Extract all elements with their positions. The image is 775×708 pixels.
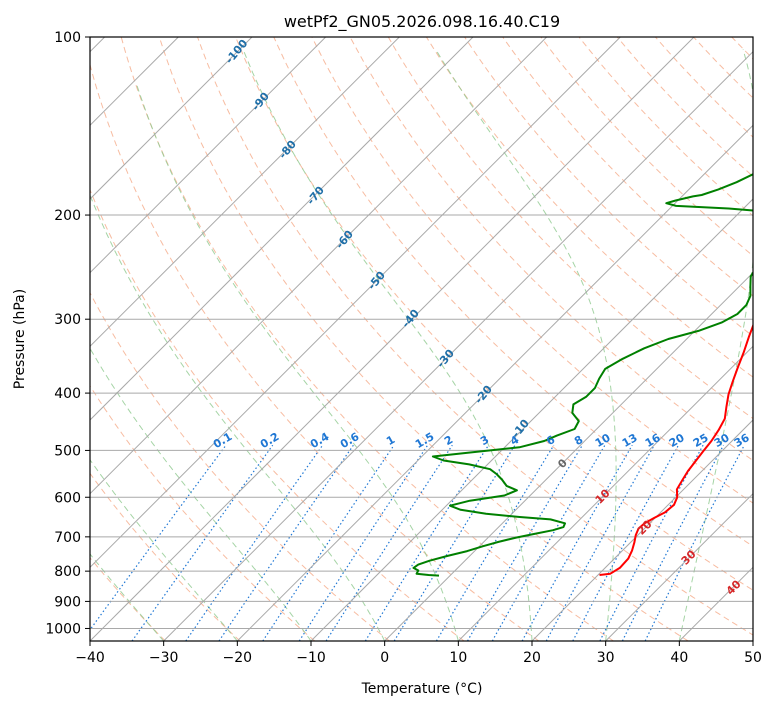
mixing-ratio-line xyxy=(325,444,453,641)
moist-adiabat-line xyxy=(135,83,459,641)
mixing-ratio-line xyxy=(218,444,354,641)
y-axis-label: Pressure (hPa) xyxy=(12,289,28,389)
mixing-ratio-line xyxy=(364,444,490,641)
dry-adiabat-line xyxy=(502,37,753,297)
x-tick-label: −30 xyxy=(149,650,179,666)
mixing-ratio-line xyxy=(262,444,395,641)
mixing-ratio-line xyxy=(545,444,655,641)
dewpoint-line xyxy=(412,173,753,577)
y-tick-label: 1000 xyxy=(45,621,81,637)
isotherm-line xyxy=(90,37,548,495)
dry-adiabat-line xyxy=(90,291,390,641)
y-tick-label: 400 xyxy=(54,386,81,402)
mixing-ratio-line xyxy=(185,444,324,641)
plot-frame xyxy=(89,36,754,642)
background-lines xyxy=(90,37,753,641)
mixing-ratio-line xyxy=(131,444,274,641)
isotherm-line xyxy=(457,345,753,641)
y-tick-label: 900 xyxy=(54,594,81,610)
x-tick-label: −20 xyxy=(223,650,253,666)
dry-adiabat-line xyxy=(90,472,241,641)
dry-adiabat-line xyxy=(387,37,753,420)
x-tick-label: 10 xyxy=(449,650,467,666)
dry-adiabat-line xyxy=(90,384,316,641)
moist-adiabat-line xyxy=(242,49,533,641)
chart-title: wetPf2_GN05.2026.098.16.40.C19 xyxy=(284,12,560,32)
dry-adiabat-line xyxy=(158,37,689,641)
isotherm-line xyxy=(90,37,695,641)
isotherm-line xyxy=(90,37,400,348)
isotherm-line xyxy=(163,50,753,641)
y-tick-label: 200 xyxy=(54,208,81,224)
y-tick-label: 700 xyxy=(54,530,81,546)
moist-adiabat-line xyxy=(435,49,617,641)
x-tick-label: −10 xyxy=(296,650,326,666)
dry-adiabat-line xyxy=(273,37,753,547)
mixing-ratio-line xyxy=(393,444,516,641)
profile-lines xyxy=(412,173,753,577)
y-tick-label: 600 xyxy=(54,490,81,506)
isotherm-line xyxy=(90,37,621,569)
dry-adiabat-line xyxy=(425,37,753,378)
x-tick-label: 0 xyxy=(380,650,389,666)
x-tick-label: 40 xyxy=(670,650,688,666)
mixing-ratio-line xyxy=(644,444,745,641)
isotherm-line xyxy=(236,124,753,641)
isotherm-line xyxy=(384,271,753,641)
y-axis-ticks: 100 200 300 400 500 600 700 800 900 1000 xyxy=(45,30,90,637)
isotherm-line xyxy=(605,492,753,641)
dry-adiabat-line xyxy=(349,37,753,462)
x-tick-label: −40 xyxy=(75,650,105,666)
dry-adiabat-line xyxy=(120,37,614,641)
isotherm-line xyxy=(90,37,474,421)
x-tick-label: 20 xyxy=(523,650,541,666)
isotherm-line xyxy=(531,419,753,641)
dry-adiabat-line xyxy=(90,188,465,641)
mixing-ratio-line xyxy=(521,444,633,641)
dry-adiabat-line xyxy=(235,37,753,591)
y-tick-label: 300 xyxy=(54,312,81,328)
temperature-line xyxy=(599,323,753,576)
mixing-ratio-line xyxy=(621,444,725,641)
x-tick-label: 50 xyxy=(744,650,762,666)
y-tick-label: 100 xyxy=(54,30,81,46)
x-axis-label: Temperature (°C) xyxy=(361,681,483,697)
mixing-ratio-line xyxy=(435,444,555,641)
dry-adiabat-line xyxy=(311,37,753,504)
moist-adiabat-line xyxy=(90,347,312,641)
isotherm-line xyxy=(310,198,753,641)
x-tick-label: 30 xyxy=(597,650,615,666)
y-tick-label: 800 xyxy=(54,564,81,580)
mixing-ratio-line xyxy=(298,444,429,641)
isotherm-line xyxy=(90,37,253,200)
y-tick-label: 500 xyxy=(54,443,81,459)
dry-adiabat-line xyxy=(464,37,753,337)
isotherm-line xyxy=(90,37,327,274)
x-axis-ticks: −40 −30 −20 −10 0 10 20 30 40 50 xyxy=(75,641,762,666)
dry-adiabat-line xyxy=(90,62,540,641)
moist-adiabat-line xyxy=(90,553,165,641)
